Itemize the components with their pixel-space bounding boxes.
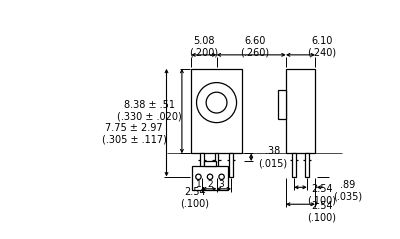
Text: 2.54
(.100): 2.54 (.100) xyxy=(308,201,336,223)
Bar xyxy=(292,153,296,177)
Bar xyxy=(215,153,218,177)
Text: .38
(.015): .38 (.015) xyxy=(258,147,287,168)
Bar xyxy=(204,161,216,166)
Text: .89
(.035): .89 (.035) xyxy=(333,179,362,201)
Text: 7.75 ± 2.97
(.305 ± .117): 7.75 ± 2.97 (.305 ± .117) xyxy=(102,123,166,145)
Text: 5.08
(.200): 5.08 (.200) xyxy=(189,36,218,58)
Text: 1: 1 xyxy=(196,180,201,189)
Text: 6.60
(.260): 6.60 (.260) xyxy=(240,36,269,58)
Text: 2.54
(.100): 2.54 (.100) xyxy=(180,187,210,209)
Bar xyxy=(192,166,228,190)
Bar xyxy=(278,90,286,119)
Text: 2.54
(.100): 2.54 (.100) xyxy=(308,184,336,206)
Circle shape xyxy=(196,83,236,123)
Circle shape xyxy=(219,174,224,179)
Text: 6.10
(.240): 6.10 (.240) xyxy=(308,36,337,58)
Bar xyxy=(191,69,242,153)
Bar xyxy=(200,153,204,177)
Bar xyxy=(229,153,233,177)
Text: 3: 3 xyxy=(219,180,224,189)
Circle shape xyxy=(207,174,213,179)
Circle shape xyxy=(206,92,227,113)
Text: 8.38 ± .51
(.330 ± .020): 8.38 ± .51 (.330 ± .020) xyxy=(117,100,182,122)
Text: 2: 2 xyxy=(207,180,213,189)
Bar xyxy=(305,153,309,177)
Bar xyxy=(286,69,315,153)
Circle shape xyxy=(196,174,201,179)
